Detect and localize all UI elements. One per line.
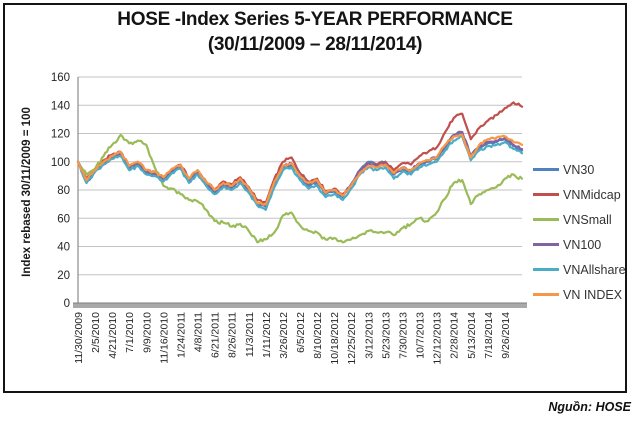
- x-tick-label: 2/5/2010: [90, 312, 102, 353]
- series-line-vnmidcap: [76, 101, 524, 204]
- legend-swatch: [533, 268, 559, 271]
- y-tick-label: 20: [57, 270, 70, 282]
- chart-subtitle: (30/11/2009 – 28/11/2014): [207, 33, 423, 55]
- y-tick-label: 100: [51, 157, 70, 169]
- y-tick-label: 120: [51, 129, 70, 141]
- series-line-vnsmall: [76, 133, 524, 244]
- x-tick-label: 3/12/2013: [363, 312, 375, 359]
- x-tick-label: 6/5/2012: [295, 312, 307, 353]
- legend-swatch: [533, 218, 559, 221]
- x-tick-label: 9/9/2010: [141, 312, 153, 353]
- chart-frame: [3, 3, 627, 393]
- x-tick-label: 5/23/2013: [380, 312, 392, 359]
- y-axis-title: Index rebased 30/11/2009 = 100: [21, 107, 33, 277]
- x-tick-label: 6/21/2011: [210, 312, 222, 358]
- source-note: Nguồn: HOSE: [548, 400, 631, 414]
- series-line-vnallshare: [76, 135, 524, 211]
- x-tick-label: 1/11/2012: [261, 312, 273, 358]
- axes: [73, 77, 527, 308]
- x-tick-label: 11/3/2011: [244, 312, 256, 357]
- chart-title-block: HOSE -Index Series 5-YEAR PERFORMANCE (3…: [3, 8, 627, 57]
- y-tick-label: 140: [51, 100, 70, 112]
- legend-swatch: [533, 193, 559, 196]
- y-tick-label: 60: [57, 213, 70, 225]
- axis-tick-labels: 0 20 40 60 80 100 120 140 160 11/30/2009 2/5/2010 4…: [51, 72, 512, 365]
- legend-label: VNAllshare: [563, 262, 626, 277]
- legend: VN30 VNMidcap VNSmall VN100 VNAllshare VN IND…: [533, 157, 626, 307]
- y-tick-label: 40: [57, 242, 70, 254]
- x-tick-label: 11/16/2010: [158, 312, 170, 364]
- x-tick-label: 12/25/2012: [346, 312, 358, 365]
- x-tick-label: 4/8/2011: [193, 312, 205, 352]
- x-tick-label: 12/12/2013: [432, 312, 444, 365]
- series-lines: [76, 101, 524, 244]
- legend-item-vnmidcap: VNMidcap: [533, 182, 626, 207]
- legend-label: VN30: [563, 162, 595, 177]
- legend-label: VNMidcap: [563, 187, 621, 202]
- chart-title: HOSE -Index Series 5-YEAR PERFORMANCE: [117, 9, 513, 30]
- x-tick-label: 7/18/2014: [483, 312, 495, 359]
- legend-item-vn-index: VN INDEX: [533, 282, 626, 307]
- series-line-vn-index: [76, 133, 524, 206]
- legend-label: VN100: [563, 237, 602, 252]
- x-tick-label: 7/30/2013: [397, 312, 409, 359]
- legend-item-vnsmall: VNSmall: [533, 207, 626, 232]
- legend-swatch: [533, 243, 559, 246]
- legend-item-vnallshare: VNAllshare: [533, 257, 626, 282]
- legend-swatch: [533, 293, 559, 296]
- x-tick-label: 10/18/2012: [329, 312, 341, 365]
- x-tick-label: 8/10/2012: [312, 312, 324, 359]
- x-tick-label: 9/26/2014: [500, 312, 512, 359]
- y-tick-label: 160: [51, 72, 70, 84]
- x-tick-label: 1/24/2011: [175, 312, 187, 358]
- y-tick-label: 80: [57, 185, 70, 197]
- x-tick-label: 10/7/2013: [415, 312, 427, 359]
- legend-item-vn100: VN100: [533, 232, 626, 257]
- x-tick-label: 8/26/2011: [227, 312, 239, 358]
- legend-swatch: [533, 168, 559, 171]
- y-tick-label: 0: [64, 298, 70, 310]
- x-tick-label: 5/13/2014: [466, 312, 478, 359]
- x-tick-label: 11/30/2009: [73, 312, 85, 364]
- x-tick-label: 2/28/2014: [449, 312, 461, 359]
- x-tick-label: 7/1/2010: [124, 312, 136, 353]
- legend-label: VNSmall: [563, 212, 612, 227]
- x-axis-line: [73, 303, 527, 308]
- x-tick-label: 4/21/2010: [107, 312, 119, 359]
- legend-label: VN INDEX: [563, 287, 623, 302]
- x-tick-label: 3/26/2012: [278, 312, 290, 359]
- legend-item-vn30: VN30: [533, 157, 626, 182]
